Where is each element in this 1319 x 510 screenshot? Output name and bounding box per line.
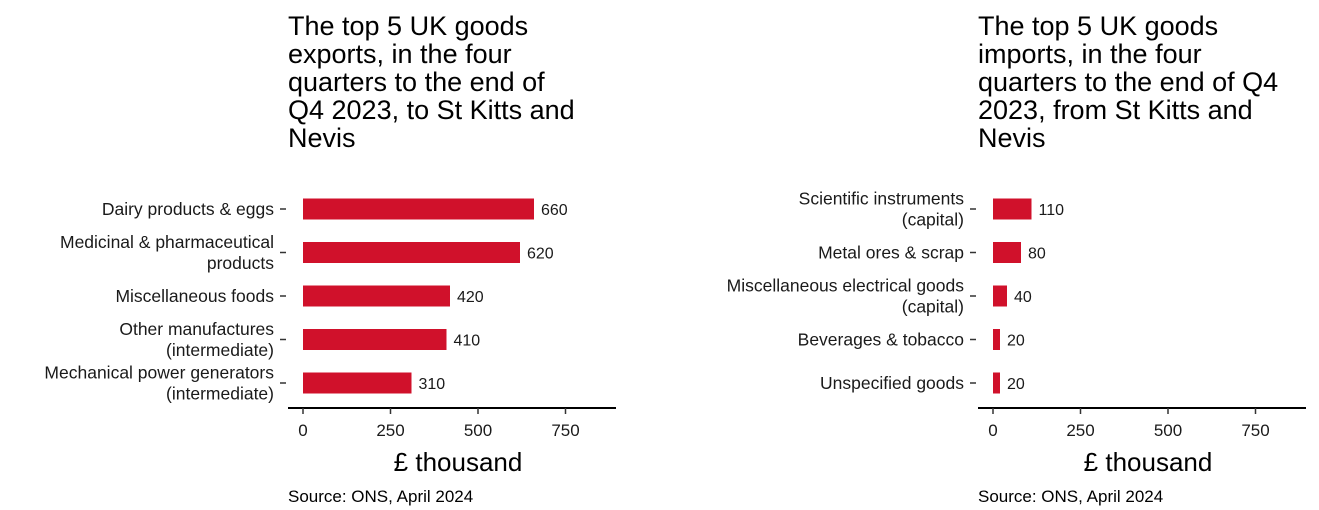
exports-category-label: Miscellaneous foods [115, 286, 274, 306]
exports-bar-chart: Dairy products & eggs 660 Medicinal & phar… [44, 198, 616, 477]
exports-chart-panel: The top 5 UK goods exports, in the four … [0, 0, 640, 510]
imports-bar [993, 285, 1007, 307]
exports-value-label: 660 [541, 202, 568, 219]
imports-chart-title: The top 5 UK goods imports, in the four … [978, 11, 1279, 153]
exports-x-tick-label: 0 [298, 421, 307, 440]
exports-bar [303, 198, 534, 220]
imports-value-label: 110 [1039, 202, 1065, 219]
imports-bar [993, 329, 1000, 350]
imports-category-label: Metal ores & scrap [818, 243, 964, 263]
exports-category-label: (intermediate) [166, 340, 274, 360]
imports-category-label: Beverages & tobacco [798, 330, 964, 350]
imports-category-label: (capital) [902, 297, 964, 317]
imports-value-label: 20 [1007, 376, 1025, 393]
exports-bar [303, 329, 447, 350]
imports-x-axis-title: £ thousand [1084, 447, 1213, 477]
imports-value-label: 80 [1028, 246, 1046, 263]
imports-category-label: (capital) [902, 210, 964, 230]
imports-chart-panel: The top 5 UK goods imports, in the four … [690, 0, 1319, 510]
imports-x-tick-label: 750 [1241, 421, 1269, 440]
exports-source-note: Source: ONS, April 2024 [288, 487, 474, 506]
exports-x-tick-label: 250 [376, 421, 404, 440]
imports-bar [993, 198, 1032, 220]
exports-category-label: Other manufactures [119, 319, 274, 339]
imports-bar [993, 242, 1021, 263]
exports-x-tick-label: 500 [464, 421, 492, 440]
exports-x-tick-label: 750 [551, 421, 579, 440]
exports-value-label: 310 [419, 376, 446, 393]
exports-category-label: Dairy products & eggs [102, 199, 274, 219]
exports-category-label: Mechanical power generators [44, 363, 274, 383]
exports-x-axis-title: £ thousand [394, 447, 523, 477]
imports-x-tick-label: 250 [1066, 421, 1094, 440]
exports-category-label: (intermediate) [166, 384, 274, 404]
imports-category-label: Scientific instruments [799, 189, 965, 209]
imports-value-label: 20 [1007, 333, 1025, 350]
exports-value-label: 410 [454, 333, 481, 350]
exports-bar [303, 242, 520, 263]
imports-x-tick-label: 0 [988, 421, 997, 440]
exports-category-label: products [207, 253, 274, 273]
exports-value-label: 420 [457, 289, 484, 306]
exports-bar [303, 372, 412, 394]
imports-category-label: Unspecified goods [820, 373, 964, 393]
imports-category-label: Miscellaneous electrical goods [727, 276, 965, 296]
exports-bar [303, 285, 450, 307]
imports-value-label: 40 [1014, 289, 1032, 306]
imports-bar-chart: Scientific instruments(capital) 110Metal … [727, 189, 1306, 477]
imports-bar [993, 372, 1000, 394]
exports-category-label: Medicinal & pharmaceutical [60, 232, 274, 252]
imports-x-tick-label: 500 [1154, 421, 1182, 440]
imports-source-note: Source: ONS, April 2024 [978, 487, 1164, 506]
exports-chart-title: The top 5 UK goods exports, in the four … [288, 11, 575, 153]
exports-value-label: 620 [527, 246, 554, 263]
